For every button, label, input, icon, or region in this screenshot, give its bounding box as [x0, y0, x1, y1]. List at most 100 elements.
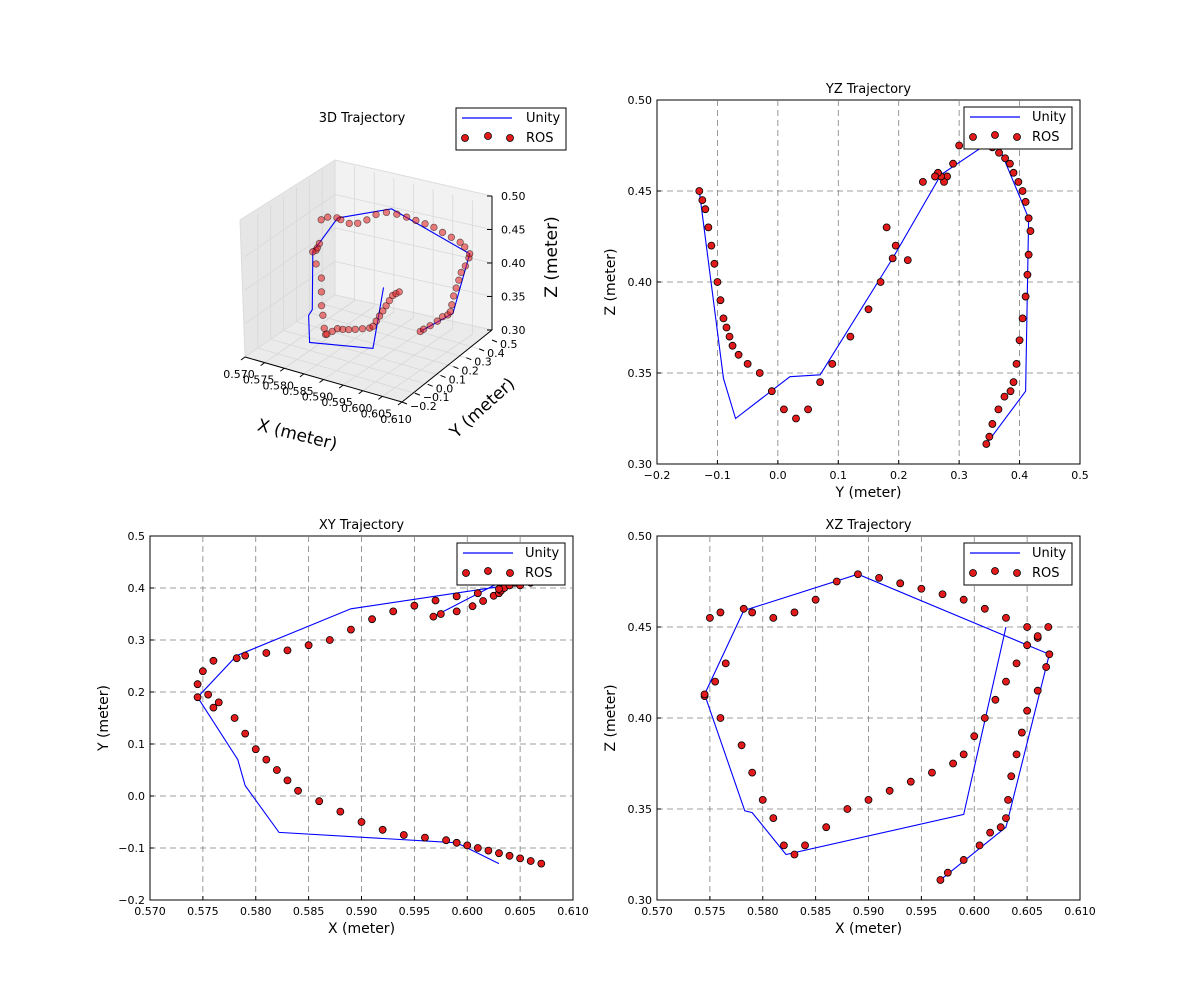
- series-ros-point: [758, 796, 767, 804]
- series-ros-point-3d: [382, 208, 391, 217]
- series-ros-point: [707, 241, 716, 250]
- y-tick-label: 0.2: [128, 686, 146, 699]
- series-ros-point-3d: [382, 302, 390, 310]
- series-ros-point: [705, 614, 714, 622]
- series-ros-point: [1033, 632, 1042, 640]
- series-ros-point: [1012, 750, 1021, 759]
- series-ros-point: [1012, 659, 1021, 668]
- series-ros-point-3d: [333, 214, 341, 222]
- series-ros-point-3d: [379, 307, 387, 315]
- x-tick-label: 0.5: [1071, 469, 1089, 482]
- x-tick-label: 0.570: [641, 905, 673, 918]
- y-tick-label: 0.30: [628, 458, 653, 471]
- y-tick-label: 0.40: [628, 712, 653, 725]
- series-ros-point: [864, 305, 873, 314]
- y-tick-label-3d: 0.3: [474, 356, 492, 369]
- series-ros-point: [336, 807, 345, 816]
- series-ros-point: [1007, 772, 1016, 781]
- series-ros-point-3d: [448, 301, 456, 309]
- y-tick-label: 0.35: [628, 803, 653, 816]
- series-ros-point: [748, 768, 757, 777]
- series-ros-point: [1014, 177, 1023, 186]
- legend-ros-label: ROS: [525, 566, 553, 581]
- series-ros-point: [891, 241, 900, 250]
- series-ros-point: [283, 776, 292, 785]
- series-ros-point: [230, 714, 239, 722]
- series-ros-point: [272, 766, 281, 774]
- series-ros-point: [980, 604, 989, 613]
- series-ros-point: [283, 646, 292, 655]
- z-tick-label-3d: 0.30: [501, 324, 526, 337]
- series-ros-point: [429, 612, 438, 621]
- x-tick-label: 0.600: [959, 905, 991, 918]
- legend-ros-marker: [991, 131, 999, 139]
- legend-unity-label: Unity: [1032, 110, 1066, 125]
- series-ros-point: [452, 838, 461, 847]
- series-ros-point: [421, 833, 429, 842]
- series-ros-point: [725, 332, 734, 341]
- y-tick-label: −0.1: [118, 842, 145, 855]
- y-axis-label: Y (meter): [96, 685, 112, 752]
- series-ros-point: [442, 836, 451, 845]
- x-tick-label: 0.585: [800, 905, 832, 918]
- series-ros-point: [347, 625, 355, 634]
- x-tick-label: 0.610: [557, 905, 589, 918]
- series-ros-point: [193, 680, 202, 689]
- series-ros-point: [882, 223, 891, 232]
- series-ros-point: [737, 741, 746, 750]
- series-ros-point: [1015, 336, 1024, 345]
- series-ros-point: [473, 844, 482, 852]
- x-tick-label: 0.575: [187, 905, 219, 918]
- series-ros-point: [325, 636, 334, 644]
- series-ros-point: [996, 823, 1005, 832]
- y-tick-label: 0.40: [628, 276, 653, 289]
- series-ros-point: [843, 805, 852, 813]
- series-ros-point: [214, 698, 223, 707]
- series-ros-point: [704, 223, 713, 232]
- series-ros-point: [943, 868, 952, 877]
- x-tick-label: 0.585: [293, 905, 325, 918]
- series-ros-point: [970, 732, 979, 741]
- legend-3d: Unity ROS: [455, 107, 567, 151]
- x-tick-label: 0.595: [399, 905, 431, 918]
- series-ros-point: [473, 589, 482, 598]
- x-tick-label: 0.610: [1064, 905, 1096, 918]
- series-ros-point: [769, 614, 778, 622]
- series-ros-point: [780, 841, 788, 850]
- y-tick-label: 0.35: [628, 367, 653, 380]
- series-ros-point: [988, 420, 997, 428]
- legend: Unity ROS: [456, 542, 566, 586]
- series-ros-point-3d: [466, 250, 474, 258]
- series-ros-point: [816, 378, 825, 387]
- series-ros-point: [357, 818, 366, 826]
- series-ros-point: [711, 677, 720, 686]
- series-ros-point: [1012, 359, 1021, 368]
- y-tick-label: 0.0: [128, 790, 146, 803]
- series-ros-point: [721, 659, 730, 668]
- series-ros-point: [1006, 159, 1014, 168]
- series-ros-point: [982, 440, 991, 448]
- series-ros-point: [769, 814, 778, 822]
- series-ros-point-3d: [315, 239, 324, 248]
- series-ros-point: [801, 841, 809, 850]
- series-ros-point-3d: [375, 312, 384, 320]
- series-ros-point: [452, 607, 461, 616]
- y-tick-label-3d: 0.0: [436, 382, 454, 395]
- series-ros-point: [743, 359, 752, 368]
- series-ros-point-3d: [457, 268, 465, 277]
- y-tick-label-3d: −0.1: [423, 391, 450, 404]
- series-ros-point-3d: [345, 219, 353, 228]
- series-ros-point: [716, 296, 725, 305]
- series-ros-point-3d: [312, 260, 320, 268]
- x-tick-label: 0.605: [504, 905, 536, 918]
- x-tick-label: 0.600: [452, 905, 484, 918]
- x-tick-label-3d: 0.590: [302, 391, 334, 404]
- series-ros-point: [1033, 686, 1042, 695]
- series-ros-point: [739, 604, 748, 613]
- series-ros-point: [378, 825, 387, 834]
- series-ros-point-3d: [421, 220, 429, 228]
- series-ros-point: [931, 172, 939, 181]
- legend-ros-label: ROS: [1032, 566, 1060, 581]
- y-tick-label: 0.1: [128, 738, 146, 751]
- series-ros-point: [985, 432, 994, 441]
